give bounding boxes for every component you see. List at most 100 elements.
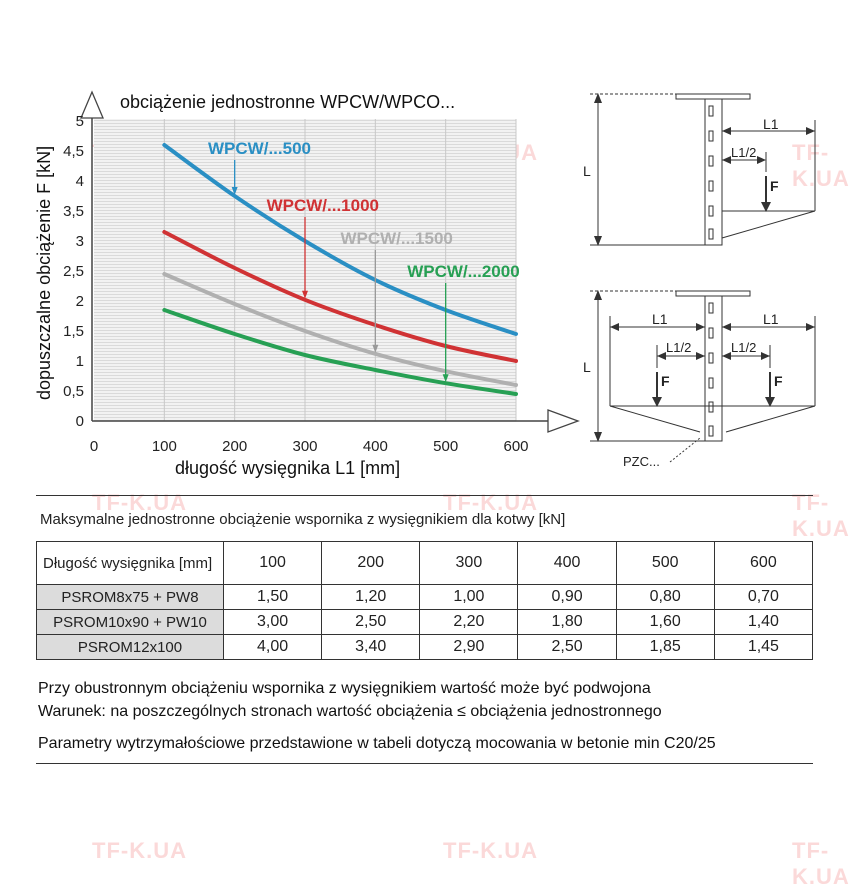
- label-pointer-arrow: [442, 374, 449, 383]
- table-cell: 1,85: [615, 634, 715, 660]
- column-header: 400: [517, 541, 617, 585]
- y-tick-label: 0,5: [63, 383, 84, 400]
- column-header: 100: [222, 541, 323, 585]
- channel-slots: [708, 105, 714, 240]
- watermark: TF-K.UA: [792, 838, 850, 889]
- table-row: PSROM10x90 + PW10 3,00 2,50 2,20 1,80 1,…: [36, 609, 814, 635]
- dim-label-L: L: [583, 163, 591, 179]
- y-axis-label: dopuszczalne obciążenie F [kN]: [34, 146, 54, 400]
- table-cell: 1,40: [713, 609, 814, 635]
- table-cell: 0,80: [615, 584, 715, 610]
- column-header: 600: [713, 541, 814, 585]
- table-cell: 2,20: [419, 609, 519, 635]
- channel-profile: [704, 98, 723, 246]
- note-concrete: Parametry wytrzymałościowe przedstawione…: [38, 735, 716, 752]
- dim-label-L1-half-left: L1/2: [666, 340, 691, 355]
- table-cell: 4,00: [222, 634, 323, 660]
- bracket-brace: [721, 210, 816, 239]
- table-header-row: Długość wysięgnika [mm] 100 200 300 400 …: [36, 541, 814, 585]
- y-tick-label: 0: [76, 413, 84, 430]
- dim-label-L1: L1: [763, 116, 779, 132]
- series-line-4: [162, 308, 518, 396]
- table-cell: 0,90: [517, 584, 617, 610]
- label-pointer-arrow: [302, 290, 308, 299]
- label-pointer-arrow: [372, 344, 379, 353]
- table-row: PSROM8x75 + PW8 1,50 1,20 1,00 0,90 0,80…: [36, 584, 814, 610]
- x-tick-label: 100: [152, 438, 177, 455]
- y-tick-label: 1: [76, 353, 84, 370]
- table-cell: 3,40: [321, 634, 421, 660]
- y-tick-label: 4: [76, 173, 84, 190]
- dim-label-L1-half: L1/2: [731, 145, 756, 160]
- row-label: PSROM10x90 + PW10: [36, 609, 224, 635]
- x-axis-arrow: [547, 409, 580, 433]
- series-line-1: [162, 143, 518, 336]
- table-cell: 2,90: [419, 634, 519, 660]
- leader-line: [669, 437, 701, 463]
- table-cell: 1,45: [713, 634, 814, 660]
- table-cell: 1,50: [222, 584, 323, 610]
- y-axis-arrow: [80, 90, 104, 119]
- table-cell: 1,80: [517, 609, 617, 635]
- x-tick-label: 200: [222, 438, 247, 455]
- series-label: WPCW/...500: [208, 139, 311, 158]
- dim-label-L1-left: L1: [652, 311, 668, 327]
- watermark: TF-K.UA: [92, 838, 187, 863]
- y-tick-label: 3,5: [63, 203, 84, 220]
- x-tick-label: 400: [363, 438, 388, 455]
- dim-label-L: L: [583, 359, 591, 375]
- series-label: WPCW/...1000: [267, 196, 379, 215]
- column-header: 500: [615, 541, 715, 585]
- force-label-right: F: [774, 373, 783, 389]
- x-tick-label: 500: [433, 438, 458, 455]
- row-label: PSROM12x100: [36, 634, 224, 660]
- x-tick-label: 600: [503, 438, 528, 455]
- bracket-diagrams: L L1 L1/2 F L L1 L1 L1/2 L1/2 F F PZC...: [583, 93, 816, 469]
- series-label: WPCW/...1500: [340, 229, 452, 248]
- table-cell: 1,20: [321, 584, 421, 610]
- divider: [36, 495, 813, 496]
- pzc-label: PZC...: [623, 454, 660, 469]
- table-cell: 3,00: [222, 609, 323, 635]
- column-header: 200: [321, 541, 421, 585]
- bracket-brace: [725, 405, 816, 433]
- force-label: F: [770, 178, 779, 194]
- x-tick-label: 300: [292, 438, 317, 455]
- series-line-3: [162, 272, 518, 387]
- note-condition: Warunek: na poszczególnych stronach wart…: [38, 703, 662, 720]
- y-tick-label: 2: [76, 293, 84, 310]
- load-table: Długość wysięgnika [mm] 100 200 300 400 …: [36, 541, 814, 660]
- bracket-brace: [609, 405, 701, 433]
- channel-slots: [708, 302, 714, 437]
- y-tick-label: 2,5: [63, 263, 84, 280]
- note-double-load: Przy obustronnym obciążeniu wspornika z …: [38, 680, 651, 697]
- table-cell: 2,50: [517, 634, 617, 660]
- y-tick-label: 3: [76, 233, 84, 250]
- top-beam: [675, 290, 751, 297]
- table-row: PSROM12x100 4,00 3,40 2,90 2,50 1,85 1,4…: [36, 634, 814, 660]
- watermark: TF-K.UA: [792, 490, 850, 541]
- label-pointer-arrow: [231, 187, 238, 195]
- y-tick-label: 5: [76, 113, 84, 130]
- channel-profile: [704, 295, 723, 442]
- dim-label-L1-half-right: L1/2: [731, 340, 756, 355]
- watermark: TF-K.UA: [443, 838, 538, 863]
- divider: [36, 763, 813, 764]
- dim-label-L1-right: L1: [763, 311, 779, 327]
- series-line-2: [162, 230, 518, 363]
- table-cell: 1,60: [615, 609, 715, 635]
- force-label-left: F: [661, 373, 670, 389]
- table-cell: 0,70: [713, 584, 814, 610]
- y-tick-label: 1,5: [63, 323, 84, 340]
- chart-title: obciążenie jednostronne WPCW/WPCO...: [120, 92, 455, 112]
- y-tick-label: 4,5: [63, 143, 84, 160]
- table-cell: 2,50: [321, 609, 421, 635]
- row-label: PSROM8x75 + PW8: [36, 584, 224, 610]
- arrowheads: [594, 93, 815, 442]
- x-tick-label: 0: [90, 438, 98, 455]
- load-chart: 0 0,5 1 1,5 2 2,5 3 3,5 4 4,5 5 0 100 200 300 400 500 60…: [34, 90, 580, 478]
- column-header: 300: [419, 541, 519, 585]
- table-header-label: Długość wysięgnika [mm]: [36, 541, 224, 585]
- series-label: WPCW/...2000: [407, 262, 519, 281]
- table-cell: 1,00: [419, 584, 519, 610]
